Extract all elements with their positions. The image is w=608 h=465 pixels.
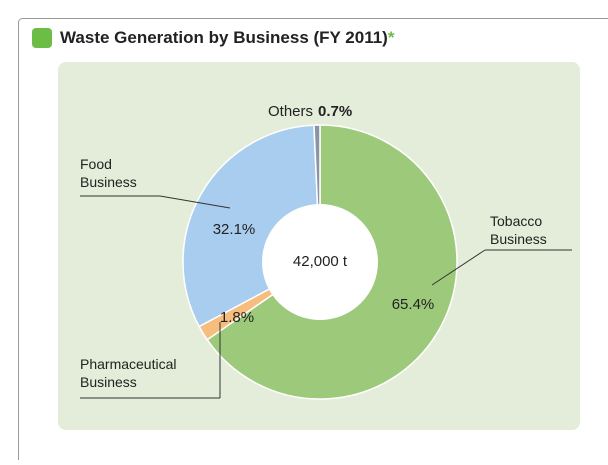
category-label: Others 0.7% xyxy=(268,103,352,120)
value-label: 65.4% xyxy=(392,296,435,313)
title-text: Waste Generation by Business (FY 2011) xyxy=(60,28,388,47)
center-label: 42,000 t xyxy=(293,253,348,270)
category-name: Others xyxy=(268,103,313,120)
value-label: 32.1% xyxy=(213,221,256,238)
value-label: 1.8% xyxy=(220,309,254,326)
title-icon xyxy=(32,28,52,48)
value-label: 0.7% xyxy=(318,103,352,120)
title-note: * xyxy=(388,28,395,47)
chart-title: Waste Generation by Business (FY 2011)* xyxy=(60,28,395,47)
